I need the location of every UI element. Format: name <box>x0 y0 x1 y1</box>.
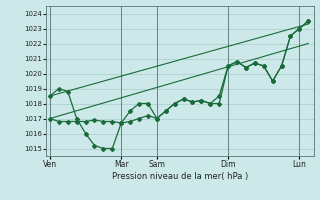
X-axis label: Pression niveau de la mer( hPa ): Pression niveau de la mer( hPa ) <box>112 172 248 181</box>
